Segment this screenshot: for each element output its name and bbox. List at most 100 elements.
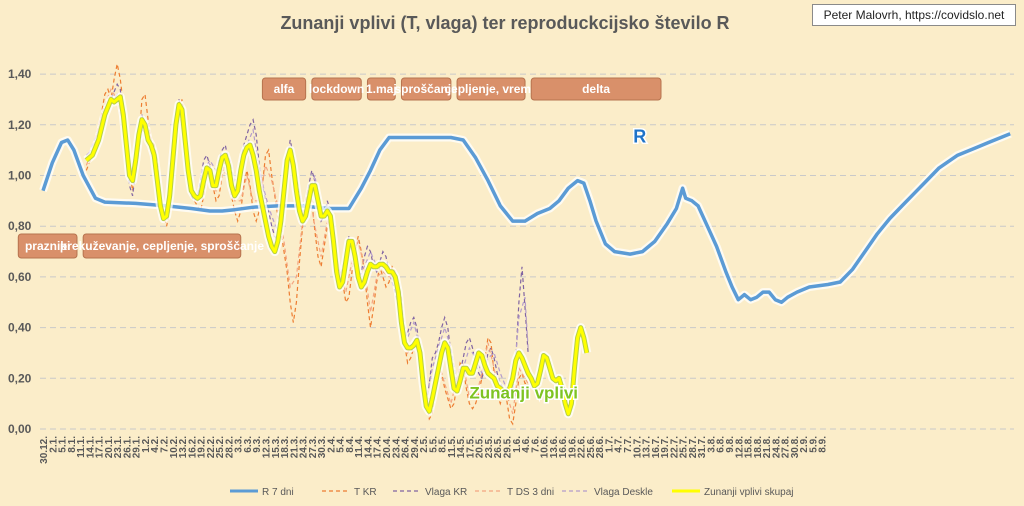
x-tick-label: 25.7. [679, 436, 690, 458]
x-tick-label: 29.5. [503, 436, 514, 458]
x-tick-label: 13.7. [642, 436, 653, 458]
x-tick-label: 1.6. [512, 436, 523, 453]
y-axis: 0,00 0,20 0,40 0,60 0,80 1,00 1,20 1,40 [8, 67, 32, 436]
x-tick-label: 25.2. [215, 436, 226, 458]
x-tick-label: 22.7. [669, 436, 680, 458]
x-tick-label: 20.1. [104, 436, 115, 458]
x-tick-label: 21.8. [762, 436, 773, 458]
x-tick-label: 22.2. [206, 436, 217, 458]
x-tick-label: 27.8. [781, 436, 792, 458]
period-box [530, 77, 662, 101]
x-tick-label: 4.6. [521, 436, 532, 453]
x-tick-label: 26.4. [401, 436, 412, 458]
period-label: 1.maj [366, 82, 397, 96]
x-tick-label: 16.2. [187, 436, 198, 458]
x-tick-label: 5.5. [428, 436, 439, 453]
x-tick-label: 5.9. [808, 436, 819, 453]
x-tick-label: 15.8. [744, 436, 755, 458]
x-tick-label: 7.6. [530, 436, 541, 453]
series-group [39, 63, 1012, 426]
x-tick-label: 26.5. [493, 436, 504, 458]
x-tick-label: 31.7. [697, 436, 708, 458]
legend-label: Vlaga Deskle [594, 487, 653, 498]
legend-label: R 7 dni [262, 487, 294, 498]
y-tick-label: 1,00 [8, 169, 32, 183]
x-tick-label: 4.7. [614, 436, 625, 453]
x-tick-label: 5.4. [336, 436, 347, 453]
grid [40, 73, 1014, 430]
period-label: cepljenje, vreme [444, 82, 538, 96]
credit-box: Peter Malovrh, https://covidslo.net [812, 4, 1016, 26]
period-label: lockdown [309, 82, 364, 96]
chart-title: Zunanji vplivi (T, vlaga) ter reproduckc… [280, 13, 729, 33]
series-label: R [633, 127, 646, 147]
series-line-zunanji-vplivi-skupaj [85, 95, 589, 416]
x-tick-label: 11.1. [76, 436, 87, 458]
y-tick-label: 0,60 [8, 270, 32, 284]
legend-label: T KR [354, 487, 377, 498]
period-box [82, 233, 242, 259]
period-box [366, 77, 396, 101]
legend-label: Zunanji vplivi skupaj [704, 487, 794, 498]
x-tick-label: 15.3. [271, 436, 282, 458]
x-tick-label: 10.6. [540, 436, 551, 458]
x-tick-label: 21.3. [289, 436, 300, 458]
x-tick-label: 4.2. [150, 436, 161, 453]
x-tick-label: 24.8. [771, 436, 782, 458]
x-tick-label: 10.2. [169, 436, 180, 458]
x-tick-label: 26.1. [122, 436, 133, 458]
period-box [456, 77, 526, 101]
x-tick-label: 3.8. [706, 436, 717, 453]
period-label: alfa [274, 82, 295, 96]
x-tick-label: 27.3. [308, 436, 319, 458]
x-tick-label: 19.7. [660, 436, 671, 458]
x-tick-label: 13.2. [178, 436, 189, 458]
legend: R 7 dni T KR Vlaga KR T DS 3 dni Vlaga Deskl… [230, 487, 794, 498]
y-tick-label: 0,00 [8, 422, 32, 436]
x-tick-label: 23.5. [484, 436, 495, 458]
y-tick-label: 0,80 [8, 219, 32, 233]
x-tick-label: 16.6. [558, 436, 569, 458]
x-tick-label: 16.7. [651, 436, 662, 458]
x-tick-label: 7.7. [623, 436, 634, 453]
x-tick-label: 30.8. [790, 436, 801, 458]
x-tick-label: 2.9. [799, 436, 810, 453]
x-tick-label: 28.7. [688, 436, 699, 458]
x-tick-label: 9.8. [725, 436, 736, 453]
x-tick-label: 8.9. [818, 436, 829, 453]
x-tick-label: 2.1. [48, 436, 59, 453]
y-tick-label: 1,40 [8, 67, 32, 81]
x-tick-label: 18.3. [280, 436, 291, 458]
period-label: sproščanja [394, 82, 458, 96]
x-tick-label: 2.5. [419, 436, 430, 453]
x-tick-label: 17.1. [95, 436, 106, 458]
x-tick-label: 18.8. [753, 436, 764, 458]
period-box [17, 233, 78, 259]
x-tick-label: 2.4. [326, 436, 337, 453]
x-tick-label: 30.3. [317, 436, 328, 458]
x-tick-label: 11.5. [447, 436, 458, 458]
period-label: prekuževanje, cepljenje, sproščanje [60, 239, 264, 253]
series-line-r-7-dni [41, 132, 1011, 305]
x-tick-label: 8.4. [345, 436, 356, 453]
x-axis: 30.12.2.1.5.1.8.1.11.1.14.1.17.1.20.1.23… [39, 436, 829, 464]
x-tick-label: 7.2. [160, 436, 171, 453]
x-tick-label: 9.3. [252, 436, 263, 453]
x-tick-label: 22.6. [577, 436, 588, 458]
x-tick-label: 25.6. [586, 436, 597, 458]
x-tick-label: 24.3. [299, 436, 310, 458]
x-tick-label: 8.1. [67, 436, 78, 453]
x-tick-label: 23.4. [391, 436, 402, 458]
x-tick-label: 17.5. [465, 436, 476, 458]
x-tick-label: 5.1. [58, 436, 69, 453]
period-box [261, 77, 307, 101]
y-tick-label: 0,20 [8, 371, 32, 385]
x-tick-label: 23.1. [113, 436, 124, 458]
x-tick-label: 28.6. [595, 436, 606, 458]
x-tick-label: 6.8. [716, 436, 727, 453]
period-label: prazniki [25, 239, 70, 253]
period-box [400, 77, 452, 101]
x-tick-label: 12.8. [734, 436, 745, 458]
